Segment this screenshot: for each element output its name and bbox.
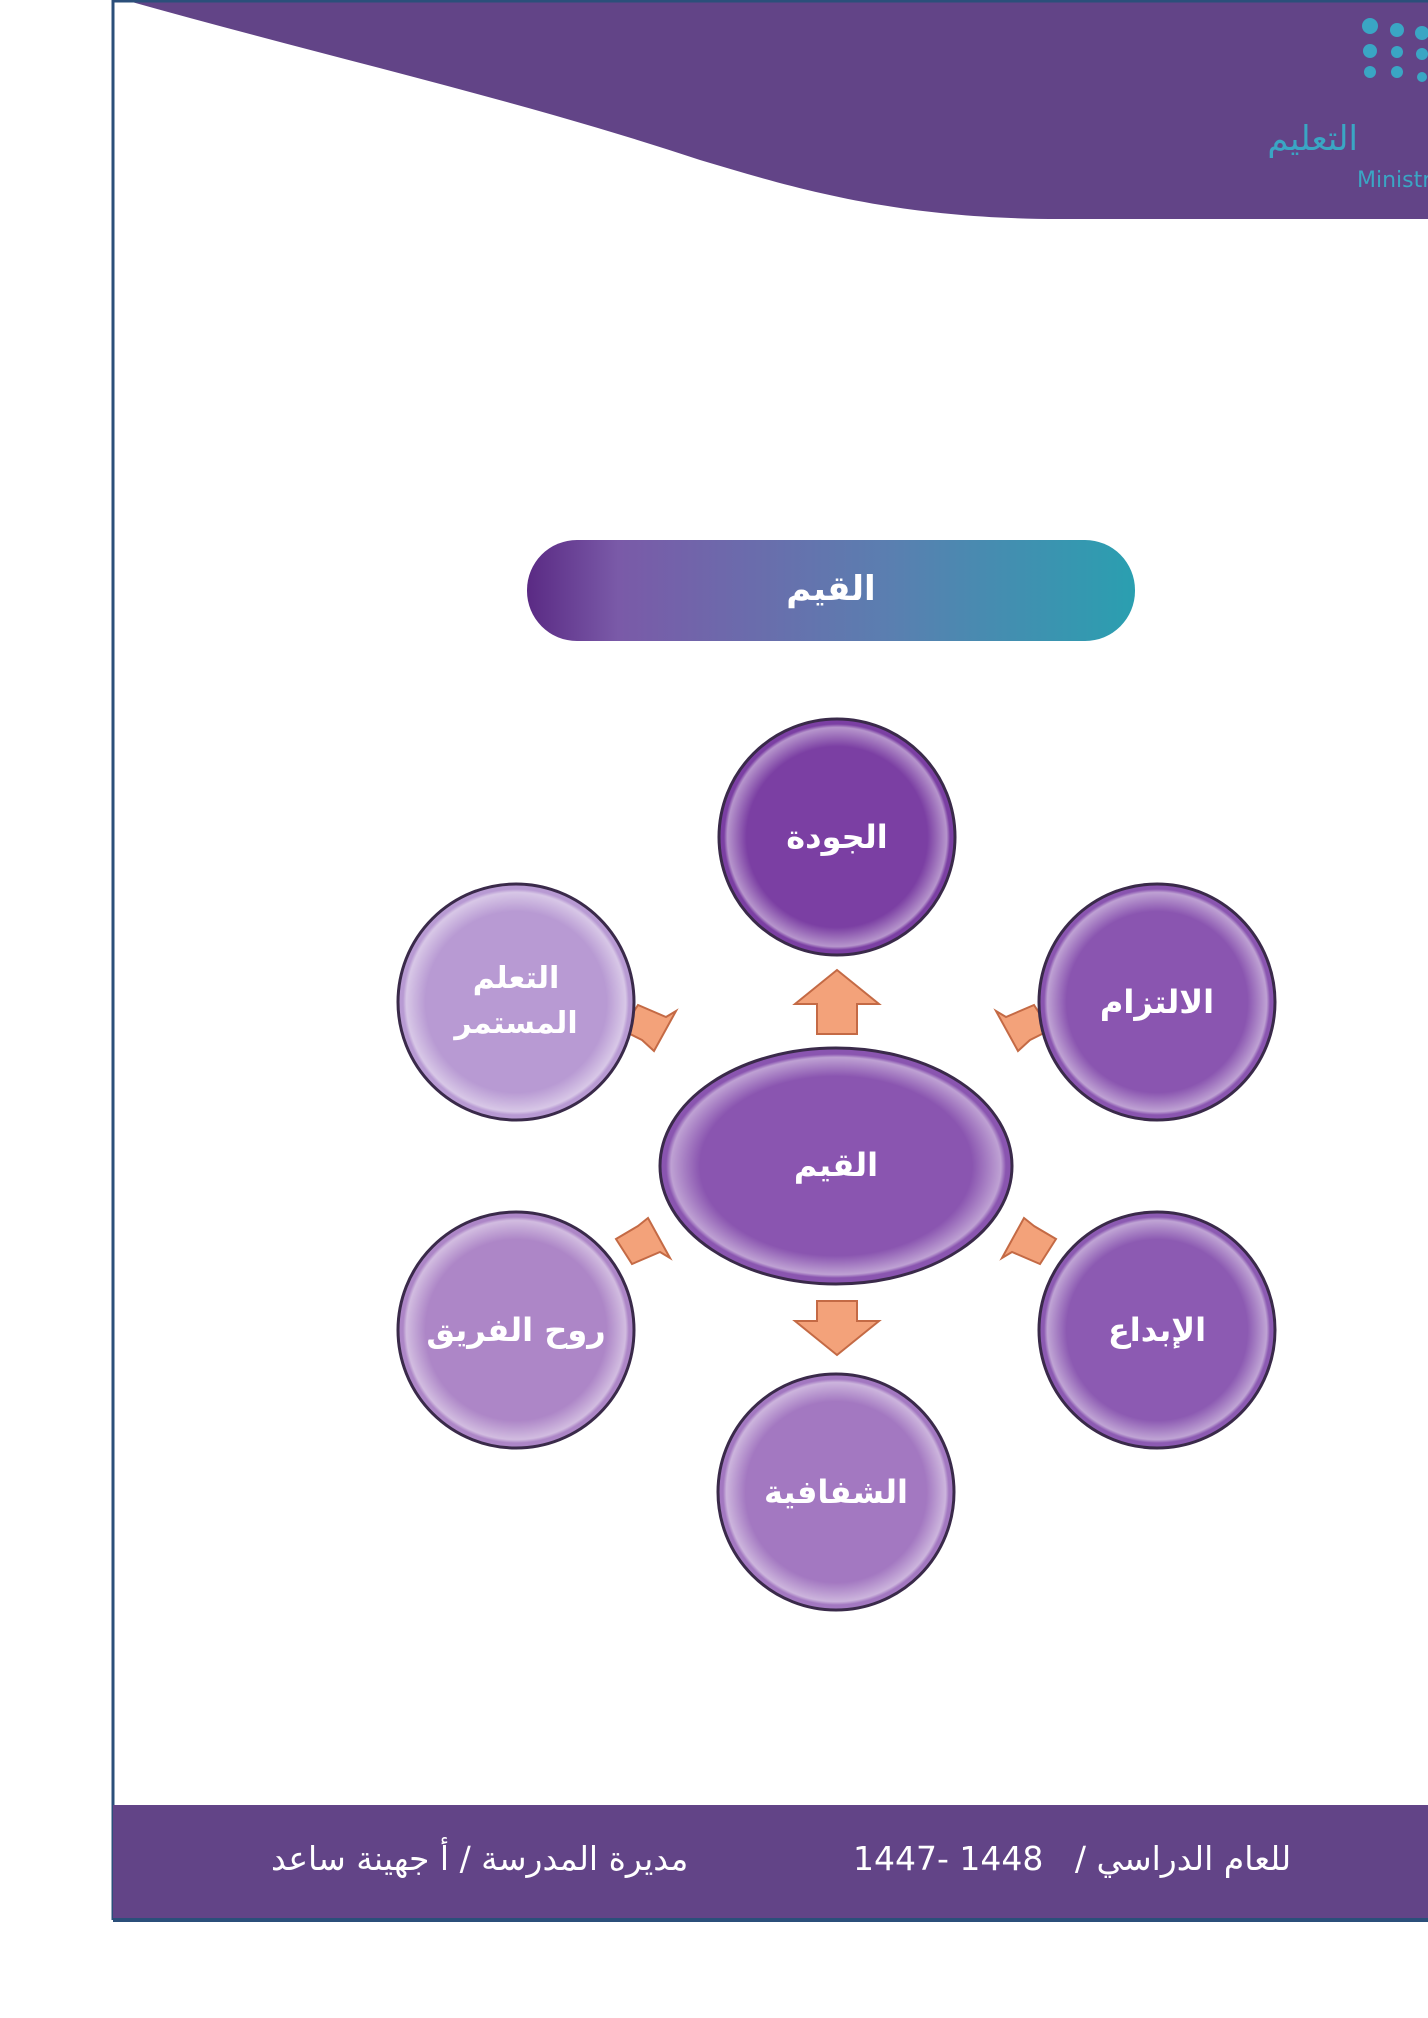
- svg-text:الالتزام: الالتزام: [1100, 983, 1214, 1021]
- footer-band: للعام الدراسي / 1447- 1448 مديرة المدرسة…: [113, 1805, 1428, 1922]
- node-commitment: الالتزام: [1037, 882, 1277, 1122]
- svg-text:روح الفريق: روح الفريق: [426, 1311, 605, 1349]
- center-node: القيم: [658, 1046, 1014, 1286]
- footer-principal: مديرة المدرسة / أ جهينة ساعد: [271, 1839, 689, 1878]
- svg-text:الإبداع: الإبداع: [1108, 1311, 1206, 1349]
- ministry-logo: التعليم Ministry of Education: [1267, 18, 1428, 193]
- node-transparency: الشفافية: [716, 1372, 956, 1612]
- arrow-lower-right: [999, 1216, 1058, 1266]
- year-label: للعام الدراسي /: [1074, 1839, 1292, 1878]
- node-continuous-learning: التعلم المستمر: [396, 882, 636, 1122]
- svg-text:المستمر: المستمر: [452, 1006, 577, 1041]
- diagram-arrows: [614, 968, 1058, 1357]
- svg-text:التعليم: التعليم: [1267, 119, 1358, 159]
- arrow-down: [792, 1300, 882, 1357]
- svg-text:التعلم: التعلم: [473, 961, 560, 996]
- node-team-spirit: روح الفريق: [396, 1210, 636, 1450]
- title-pill: [527, 540, 1135, 641]
- title-pill-label: القيم: [786, 569, 875, 609]
- arrow-up: [792, 968, 882, 1035]
- svg-text:القيم: القيم: [794, 1146, 878, 1184]
- node-quality: الجودة: [717, 717, 957, 957]
- footer-year: للعام الدراسي / 1447- 1448: [853, 1839, 1291, 1878]
- svg-text:الجودة: الجودة: [786, 818, 887, 856]
- node-creativity: الإبداع: [1037, 1210, 1277, 1450]
- svg-text:الشفافية: الشفافية: [764, 1473, 908, 1511]
- year-value: 1447- 1448: [853, 1839, 1044, 1878]
- arrow-lower-left: [614, 1216, 673, 1266]
- svg-text:Ministry of Education: Ministry of Education: [1357, 168, 1428, 193]
- header-wave: [125, 0, 1428, 219]
